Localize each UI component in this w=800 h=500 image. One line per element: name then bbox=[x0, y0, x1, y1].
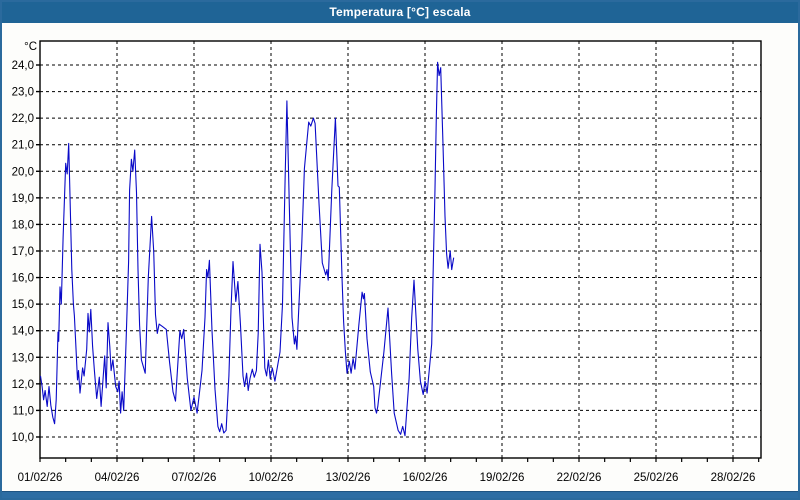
y-tick-label: 12,0 bbox=[12, 379, 34, 391]
plot-area bbox=[39, 40, 762, 459]
x-tick-label: 01/02/26 bbox=[18, 472, 63, 484]
x-tick-label: 10/02/26 bbox=[249, 472, 294, 484]
x-tick-label: 19/02/26 bbox=[480, 472, 525, 484]
y-tick-label: 16,0 bbox=[12, 273, 34, 285]
y-tick-label: 14,0 bbox=[12, 326, 34, 338]
y-tick-label: 24,0 bbox=[12, 60, 34, 72]
x-tick-label: 04/02/26 bbox=[95, 472, 140, 484]
y-tick-label: 17,0 bbox=[12, 246, 34, 258]
x-tick-label: 16/02/26 bbox=[403, 472, 448, 484]
window-title: Temperatura [°C] escala bbox=[329, 5, 471, 19]
y-tick-label: 23,0 bbox=[12, 87, 34, 99]
chart-area: 24,0 23,0 22,0 21,0 20,0 19,0 18,0 17,0 16,0 15,0… bbox=[2, 23, 798, 491]
chart-svg: 24,0 23,0 22,0 21,0 20,0 19,0 18,0 17,0 16,0 15,0… bbox=[12, 40, 762, 484]
x-tick-label: 25/02/26 bbox=[634, 472, 679, 484]
y-tick-label: 22,0 bbox=[12, 113, 34, 125]
bottom-status-strip bbox=[2, 491, 798, 498]
x-tick-label: 22/02/26 bbox=[557, 472, 602, 484]
y-tick-label: 15,0 bbox=[12, 299, 34, 311]
y-tick-label: 21,0 bbox=[12, 140, 34, 152]
x-tick-label: 28/02/26 bbox=[711, 472, 756, 484]
title-bar: Temperatura [°C] escala bbox=[2, 2, 798, 23]
x-tick-label: 07/02/26 bbox=[172, 472, 217, 484]
temperature-series-line bbox=[39, 61, 455, 437]
y-tick-label: 11,0 bbox=[12, 405, 34, 417]
y-tick-label: 20,0 bbox=[12, 166, 34, 178]
y-tick-label: 18,0 bbox=[12, 219, 34, 231]
y-tick-label: 10,0 bbox=[12, 432, 34, 444]
y-axis-unit-label: °C bbox=[24, 41, 37, 53]
y-tick-label: 13,0 bbox=[12, 352, 34, 364]
y-tick-label: 19,0 bbox=[12, 193, 34, 205]
x-tick-label: 13/02/26 bbox=[326, 472, 371, 484]
